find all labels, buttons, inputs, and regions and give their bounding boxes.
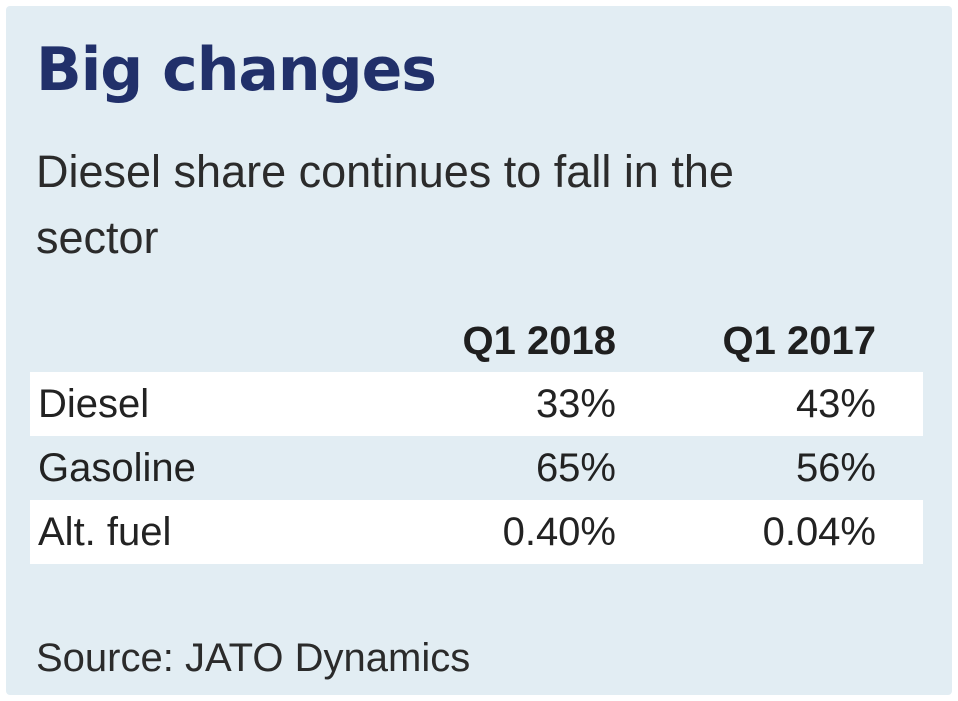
cell-gasoline-q1-2017: 56% [795,446,876,490]
chart-title: Big changes [36,35,437,105]
cell-diesel-q1-2018: 33% [535,382,616,426]
table-row: Alt. fuel 0.40% 0.04% [30,500,923,564]
cell-diesel-q1-2017: 43% [795,382,876,426]
column-header-q1-2017: Q1 2017 [722,319,876,363]
source-note: Source: JATO Dynamics [36,636,471,680]
cell-alt-fuel-q1-2018: 0.40% [502,510,616,554]
column-header-q1-2018: Q1 2018 [462,319,616,363]
table-row: Gasoline 65% 56% [30,436,923,500]
table-row: Diesel 33% 43% [30,372,923,436]
row-label-gasoline: Gasoline [38,446,196,490]
row-label-diesel: Diesel [38,382,150,426]
cell-alt-fuel-q1-2017: 0.04% [762,510,876,554]
chart-card: Big changes Diesel share continues to fa… [6,6,952,695]
row-label-alt-fuel: Alt. fuel [38,510,172,554]
chart-subtitle: Diesel share continues to fall in the se… [36,146,734,263]
cell-gasoline-q1-2018: 65% [535,446,616,490]
